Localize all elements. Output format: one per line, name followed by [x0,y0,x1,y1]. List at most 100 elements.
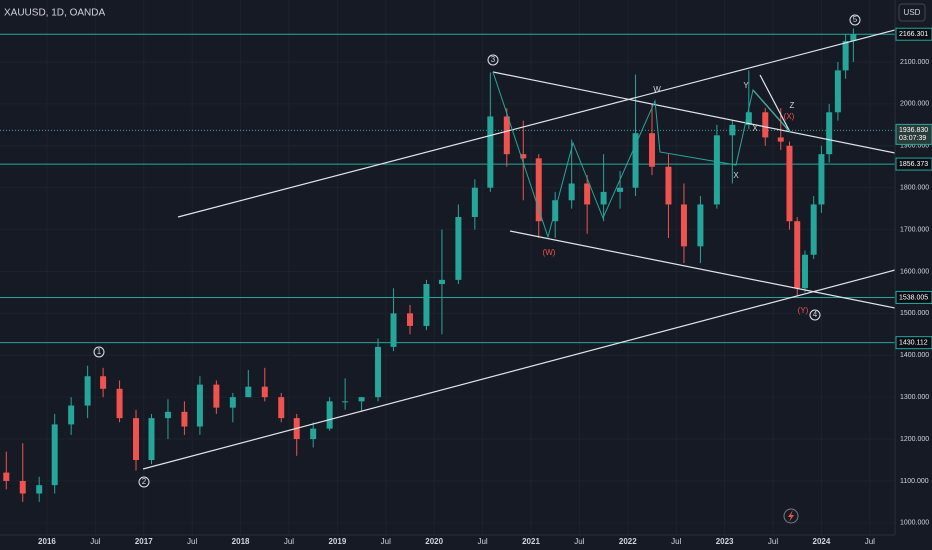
price-tag [895,27,932,41]
candle-body [568,183,575,201]
candle-body [697,204,704,247]
candle-body [100,376,107,389]
candle-body [84,376,91,406]
x-tick-label: 2024 [813,537,831,546]
x-tick-label: Jul [477,537,487,546]
price-tag-label: 1856.373 [899,161,928,168]
candle-body [278,397,285,419]
y-tick-label: 1400.000 [900,352,929,359]
candle-body [842,41,849,71]
y-tick-label: 2100.000 [900,59,929,66]
price-tag [895,123,932,145]
candle-body [777,137,784,142]
candle-body [181,411,188,427]
price-tag [895,336,932,350]
wave-label: (W) [543,248,556,257]
y-tick-label: 1200.000 [900,436,929,443]
candle-body [535,158,542,222]
lightning-icon[interactable] [783,508,799,524]
y-tick-label: 1500.000 [900,310,929,317]
price-tag [895,290,932,304]
wave-label: 2 [142,477,147,486]
candle-body [503,116,510,155]
candle-body [794,221,801,289]
candle-body [471,187,478,218]
axes: 1000.000 1100.000 1200.000 1300.000 1400.000… [38,27,932,546]
y-tick-label: 1100.000 [900,478,929,485]
wave-label: (X) [784,112,795,121]
wave-circle [809,309,821,321]
x-tick-label: 2020 [425,537,443,546]
x-tick-label: 2021 [522,537,540,546]
x-tick-label: Jul [865,537,875,546]
candle-body [358,397,365,402]
y-tick-label: 1700.000 [900,226,929,233]
candle-body [19,480,26,494]
y-tick-label: 1000.000 [900,520,929,527]
candle-body [406,313,413,326]
grid [0,0,895,535]
wave-label: X [752,124,758,133]
candle-body [632,133,639,188]
annotations [93,14,861,488]
x-tick-label: Jul [768,537,778,546]
wave-label: (Y) [798,306,809,315]
candle-body [665,166,672,205]
candle-body [745,112,752,125]
x-tick-label: 2022 [619,537,637,546]
candle-body [68,405,75,425]
candle-body [310,428,317,440]
candle-body [850,34,857,42]
x-tick-label: Jul [574,537,584,546]
currency-button[interactable] [898,3,926,22]
trendline [177,29,896,218]
currency-label[interactable]: USD [904,8,921,17]
candle-body [133,418,140,461]
candle-body [342,401,349,403]
wave-label: Y [743,81,749,90]
x-tick-label: 2017 [135,537,153,546]
wave-label: X [733,171,739,180]
candle-body [229,397,236,408]
candle-body [826,112,833,155]
wave-label: 1 [97,347,102,356]
wave-circle [138,476,150,488]
candle-body [487,116,494,188]
candle-body [520,154,527,159]
price-tag-label: 2166.301 [899,31,928,38]
trendline [492,71,896,154]
y-tick-label: 1800.000 [900,185,929,192]
candle-body [713,135,720,205]
candle-body [729,124,736,136]
candle-body [245,386,252,398]
candle-body [116,388,123,419]
chart-title: XAUUSD, 1D, OANDA [4,8,105,19]
x-tick-label: Jul [90,537,100,546]
wave-label: Z [790,101,795,110]
trendline [142,269,896,470]
wave-circle [487,54,499,66]
candle-body [801,254,808,289]
x-tick-label: Jul [381,537,391,546]
x-tick-label: Jul [671,537,681,546]
candle-body [810,204,817,255]
candle-body [213,384,220,408]
candle-body [617,187,624,192]
candle-body [261,386,268,398]
wave-label: 5 [853,15,858,24]
price-tag-label: 1430.112 [899,339,928,346]
candle-body [375,346,382,398]
y-tick-label: 1900.000 [900,143,929,150]
trendlines [142,29,896,470]
x-tick-label: 2019 [328,537,346,546]
x-tick-label: 2018 [232,537,250,546]
price-tag [895,157,932,171]
candle-body [762,112,769,138]
candle-body [148,418,155,461]
y-tick-label: 1600.000 [900,268,929,275]
candle-body [423,284,430,326]
x-tick-label: 2023 [716,537,734,546]
